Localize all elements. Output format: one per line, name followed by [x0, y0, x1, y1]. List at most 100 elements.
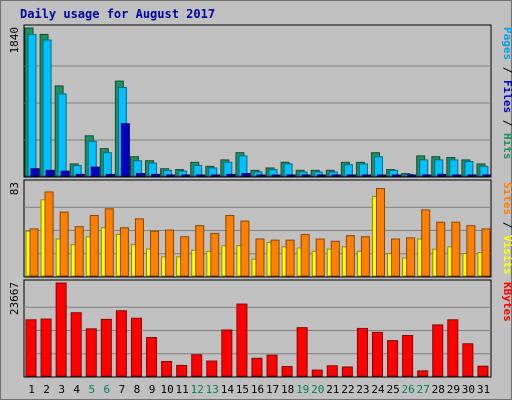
series-legend-label: Sites / Visits	[501, 182, 512, 275]
bar-kbytes-day-15	[236, 303, 248, 377]
x-tick-day-2: 2	[43, 383, 50, 396]
bar-pages-day-27	[422, 174, 432, 177]
series-legend-label: KBytes	[501, 282, 512, 322]
bar-pages-day-29	[452, 174, 462, 177]
bar-kbytes-day-10	[161, 360, 173, 377]
bar-kbytes-day-30	[462, 343, 474, 377]
bar-kbytes-day-29	[447, 319, 459, 377]
legend-part: /	[501, 215, 512, 235]
bar-files-day-30	[464, 161, 474, 177]
bar-sites-day-4	[74, 226, 84, 277]
bar-sites-day-2	[44, 191, 54, 277]
y-max-label: 23667	[8, 282, 21, 315]
bar-kbytes-day-28	[432, 324, 444, 377]
legend-part: Files	[501, 80, 512, 113]
x-tick-day-17: 17	[266, 383, 279, 396]
x-tick-day-15: 15	[236, 383, 249, 396]
x-tick-day-20: 20	[311, 383, 324, 396]
bar-kbytes-day-1	[25, 319, 37, 377]
bar-pages-day-23	[361, 174, 371, 177]
bar-sites-day-3	[59, 211, 69, 277]
bar-pages-day-14	[226, 173, 236, 177]
x-tick-day-6: 6	[104, 383, 111, 396]
bar-sites-day-15	[240, 220, 250, 277]
x-tick-day-16: 16	[251, 383, 264, 396]
x-tick-day-31: 31	[477, 383, 490, 396]
bar-files-day-28	[434, 159, 444, 177]
bar-pages-day-20	[316, 174, 326, 177]
x-tick-day-19: 19	[296, 383, 309, 396]
x-tick-day-18: 18	[281, 383, 294, 396]
bar-kbytes-day-25	[387, 340, 399, 377]
bar-sites-day-17	[270, 239, 280, 277]
bar-files-day-27	[419, 159, 429, 177]
bar-kbytes-day-23	[356, 327, 368, 377]
bar-kbytes-day-3	[55, 282, 67, 377]
bar-pages-day-24	[376, 174, 386, 177]
bar-kbytes-day-13	[206, 360, 218, 377]
series-kbytes	[25, 282, 489, 377]
x-tick-day-22: 22	[341, 383, 354, 396]
bar-sites-day-29	[451, 221, 461, 277]
bar-files-day-12	[193, 165, 203, 177]
bar-kbytes-day-16	[251, 357, 263, 377]
bar-pages-day-25	[392, 174, 402, 177]
bar-pages-day-8	[135, 173, 145, 177]
bar-sites-day-8	[134, 218, 144, 277]
bar-files-day-29	[449, 159, 459, 177]
bar-sites-day-1	[29, 228, 39, 277]
bar-kbytes-day-7	[115, 310, 127, 377]
bar-pages-day-4	[75, 173, 85, 177]
x-tick-day-8: 8	[134, 383, 141, 396]
bar-pages-day-2	[45, 169, 55, 177]
bar-sites-day-20	[315, 238, 325, 277]
bar-kbytes-day-11	[176, 364, 188, 377]
bar-files-day-22	[343, 164, 353, 177]
bar-pages-day-28	[437, 173, 447, 177]
series-files	[27, 33, 489, 177]
bar-pages-day-12	[196, 174, 206, 177]
x-tick-day-21: 21	[326, 383, 339, 396]
bar-kbytes-day-5	[85, 328, 97, 377]
bar-kbytes-day-9	[146, 336, 158, 377]
bar-sites-day-24	[375, 188, 385, 277]
x-tick-day-5: 5	[88, 383, 95, 396]
bar-files-day-6	[102, 152, 112, 177]
bar-pages-day-21	[331, 174, 341, 177]
bar-files-day-18	[283, 163, 293, 177]
bar-pages-day-11	[181, 174, 191, 177]
bar-sites-day-10	[165, 229, 175, 277]
x-tick-day-29: 29	[447, 383, 460, 396]
x-tick-day-3: 3	[58, 383, 65, 396]
bar-files-day-2	[42, 39, 52, 177]
x-tick-day-10: 10	[160, 383, 173, 396]
bar-pages-day-18	[286, 174, 296, 177]
bar-pages-day-10	[166, 174, 176, 177]
legend-part: KBytes	[501, 282, 512, 322]
x-tick-day-9: 9	[149, 383, 156, 396]
x-tick-day-7: 7	[119, 383, 126, 396]
bar-kbytes-day-24	[371, 331, 383, 377]
bar-sites-day-23	[360, 236, 370, 277]
bar-pages-day-22	[346, 174, 356, 177]
bar-pages-day-30	[467, 174, 477, 177]
bar-files-day-23	[358, 163, 368, 177]
bar-kbytes-day-22	[341, 366, 353, 377]
bar-pages-day-31	[482, 174, 492, 177]
bar-kbytes-day-6	[100, 318, 112, 377]
bar-kbytes-day-12	[191, 354, 203, 377]
bar-sites-day-14	[225, 214, 235, 277]
bar-pages-day-19	[301, 174, 311, 177]
x-tick-day-4: 4	[73, 383, 80, 396]
chart-title: Daily usage for August 2017	[20, 7, 215, 21]
bar-pages-day-17	[271, 174, 281, 177]
legend-part: Sites	[501, 182, 512, 215]
bar-kbytes-day-8	[130, 317, 142, 377]
bar-kbytes-day-20	[311, 369, 323, 377]
x-tick-day-25: 25	[386, 383, 399, 396]
bar-files-day-1	[27, 33, 37, 177]
bar-sites-day-31	[481, 228, 491, 277]
series-legend-label: Pages / Files / Hits	[501, 27, 512, 160]
bar-sites-day-19	[300, 234, 310, 277]
x-tick-day-11: 11	[176, 383, 189, 396]
